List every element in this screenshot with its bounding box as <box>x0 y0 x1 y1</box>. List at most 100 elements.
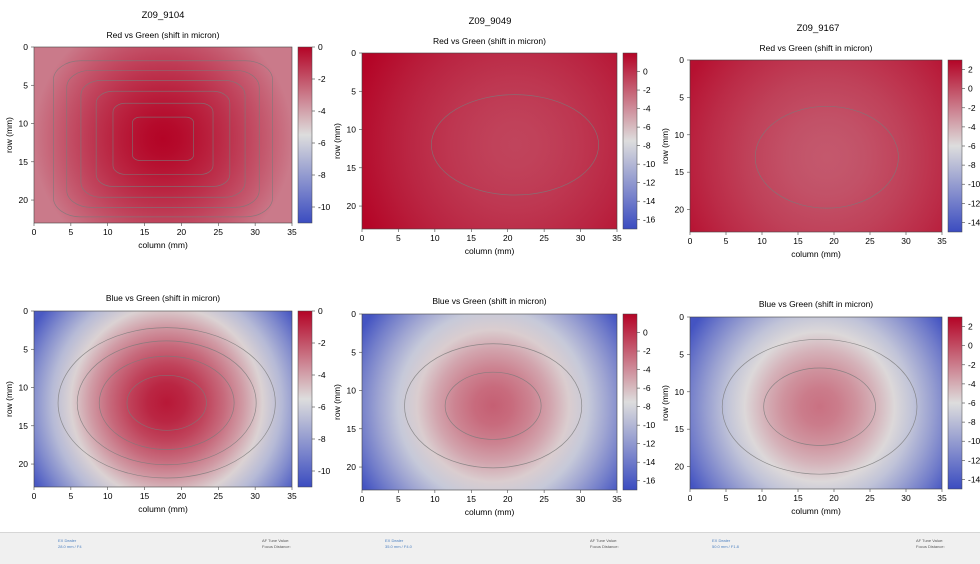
heatmap-surface <box>34 311 292 487</box>
colorbar-tick-label: -4 <box>643 365 651 375</box>
colorbar-tick-label: -12 <box>643 439 656 449</box>
x-tick-label: 0 <box>360 494 365 504</box>
colorbar-tick-label: 0 <box>318 42 323 52</box>
colorbar-tick-label: -4 <box>643 104 651 114</box>
contour-line <box>404 343 583 469</box>
y-tick-label: 10 <box>19 383 29 393</box>
x-tick-label: 20 <box>503 494 513 504</box>
focus-distance-label: Focus Distance: <box>590 544 619 549</box>
colorbar-tick-label: -8 <box>318 170 326 180</box>
x-tick-label: 0 <box>360 233 365 243</box>
status-footer: EX Dealer 28.0 mm / F4 AF Tune Value: Fo… <box>0 532 980 564</box>
x-tick-label: 35 <box>612 494 622 504</box>
heatmap-figure: Z09_9104 Z09_9049 Z09_9167 0 5 10 15 20 25 30 3… <box>4 10 980 517</box>
colorbar-tick-label: -2 <box>643 85 651 95</box>
contour-line <box>754 105 899 209</box>
colorbar-tick-label: -6 <box>968 141 976 151</box>
focal-label: 50.0 mm / F1.8 <box>712 544 739 549</box>
contour-line <box>721 338 918 475</box>
contour-line <box>431 94 599 196</box>
x-tick-label: 20 <box>829 493 839 503</box>
heatmap-surface <box>690 317 942 489</box>
x-tick-label: 10 <box>103 491 113 501</box>
x-tick-label: 5 <box>396 233 401 243</box>
y-tick-label: 20 <box>19 195 29 205</box>
lens-label: EX Dealer <box>385 538 404 543</box>
colorbar-tick-label: -16 <box>643 476 656 486</box>
colorbar-tick-label: -2 <box>318 338 326 348</box>
colorbar-tick-label: 2 <box>968 322 973 332</box>
contour-line <box>57 327 276 479</box>
colorbar-tick-label: -12 <box>968 198 980 208</box>
colorbar-tick-label: -14 <box>643 196 656 206</box>
y-axis-label: row (mm) <box>332 123 342 159</box>
contour-line <box>66 69 260 208</box>
x-tick-label: 10 <box>757 493 767 503</box>
x-tick-label: 25 <box>539 494 549 504</box>
colorbar-tick-label: -14 <box>968 474 980 484</box>
contour-line <box>80 80 246 198</box>
panel-title: Blue vs Green (shift in micron) <box>106 293 220 303</box>
y-tick-label: 0 <box>679 55 684 65</box>
x-tick-label: 5 <box>724 493 729 503</box>
y-tick-label: 0 <box>351 48 356 58</box>
x-tick-label: 10 <box>103 227 113 237</box>
panel-title: Blue vs Green (shift in micron) <box>759 299 873 309</box>
panel-title: Red vs Green (shift in micron) <box>433 36 546 46</box>
x-tick-label: 0 <box>32 227 37 237</box>
af-tune-label: AF Tune Value: <box>262 538 290 543</box>
y-tick-label: 10 <box>19 119 29 129</box>
panel-title: Blue vs Green (shift in micron) <box>432 296 546 306</box>
panel-title: Red vs Green (shift in micron) <box>760 43 873 53</box>
y-tick-label: 20 <box>675 205 685 215</box>
x-tick-label: 5 <box>396 494 401 504</box>
colorbar-tick-label: -2 <box>643 346 651 356</box>
lens-label: EX Dealer <box>58 538 77 543</box>
colorbar-tick-label: -4 <box>968 122 976 132</box>
y-tick-label: 0 <box>351 309 356 319</box>
colorbar-tick-label: 0 <box>318 306 323 316</box>
heatmap-surface <box>362 53 617 229</box>
y-tick-label: 15 <box>347 424 357 434</box>
plot-frame <box>361 313 618 491</box>
colorbar-tick-label: -4 <box>318 370 326 380</box>
colorbar-tick-label: 0 <box>643 328 648 338</box>
colorbar-tick-label: -4 <box>318 106 326 116</box>
colorbar-tick-label: -2 <box>968 360 976 370</box>
contour-line <box>76 340 257 466</box>
colorbar-tick-label: -2 <box>318 74 326 84</box>
y-tick-label: 15 <box>675 424 685 434</box>
y-tick-label: 15 <box>675 167 685 177</box>
colorbar-tick-label: -16 <box>643 215 656 225</box>
x-tick-label: 10 <box>430 233 440 243</box>
x-tick-label: 25 <box>214 227 224 237</box>
colorbar <box>947 316 963 490</box>
colorbar-tick-label: -12 <box>643 178 656 188</box>
x-tick-label: 30 <box>901 493 911 503</box>
colorbar-tick-label: -14 <box>643 457 656 467</box>
focus-distance-label: Focus Distance: <box>262 544 291 549</box>
y-tick-label: 5 <box>23 80 28 90</box>
plot-frame <box>361 52 618 230</box>
x-tick-label: 25 <box>865 493 875 503</box>
colorbar-tick-label: -8 <box>643 402 651 412</box>
x-tick-label: 15 <box>793 493 803 503</box>
af-tune-label: AF Tune Value: <box>590 538 618 543</box>
colorbar-tick-label: 0 <box>968 341 973 351</box>
y-tick-label: 10 <box>675 387 685 397</box>
x-tick-label: 5 <box>68 227 73 237</box>
y-tick-label: 20 <box>675 462 685 472</box>
y-tick-label: 5 <box>679 92 684 102</box>
x-tick-label: 20 <box>177 491 187 501</box>
x-tick-label: 5 <box>724 236 729 246</box>
y-axis-label: row (mm) <box>4 381 14 417</box>
x-tick-label: 35 <box>612 233 622 243</box>
column-title: Z09_9049 <box>469 16 512 27</box>
y-tick-label: 5 <box>351 86 356 96</box>
colorbar-tick-label: -8 <box>643 141 651 151</box>
panel-title: Red vs Green (shift in micron) <box>107 30 220 40</box>
colorbar-tick-label: -12 <box>968 455 980 465</box>
x-tick-label: 25 <box>865 236 875 246</box>
focus-distance-label: Focus Distance: <box>916 544 945 549</box>
y-tick-label: 20 <box>347 201 357 211</box>
